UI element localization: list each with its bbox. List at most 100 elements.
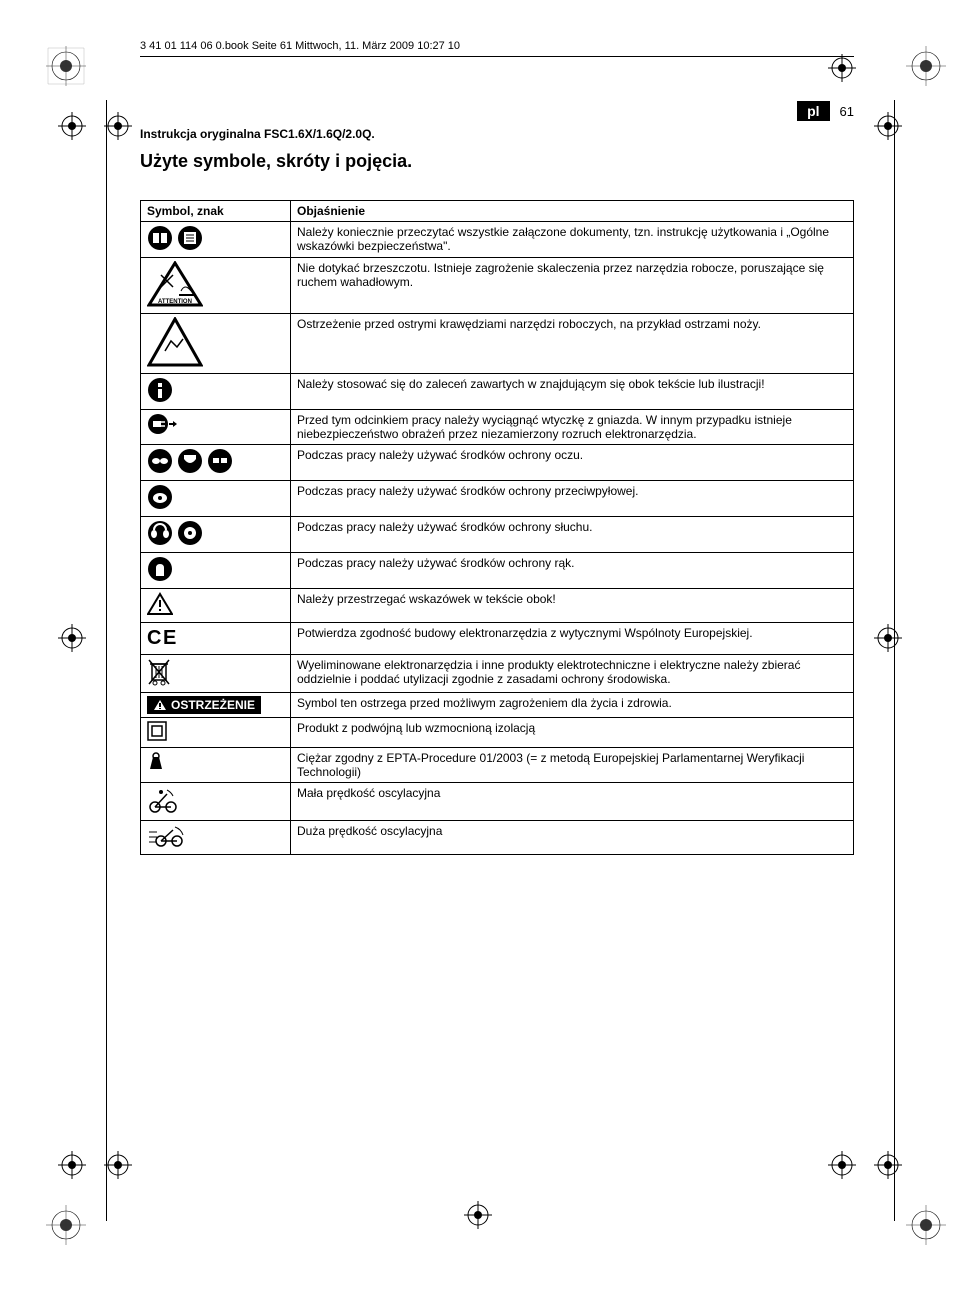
caution-triangle-icon bbox=[147, 592, 173, 616]
symbols-table: Symbol, znak Objaśnienie Należy konieczn… bbox=[140, 200, 854, 855]
registration-mark bbox=[104, 1151, 132, 1179]
table-row: Należy stosować się do zaleceń zawartych… bbox=[141, 374, 854, 410]
symbol-cell: ATTENTION bbox=[141, 258, 291, 314]
symbol-cell bbox=[141, 553, 291, 589]
instruction-icon bbox=[147, 377, 173, 403]
description-cell: Symbol ten ostrzega przed możliwym zagro… bbox=[291, 693, 854, 718]
symbol-cell bbox=[141, 314, 291, 374]
description-cell: Ostrzeżenie przed ostrymi krawędziami na… bbox=[291, 314, 854, 374]
table-row: Ostrzeżenie przed ostrymi krawędziami na… bbox=[141, 314, 854, 374]
col-symbol: Symbol, znak bbox=[141, 201, 291, 222]
page-title: Użyte symbole, skróty i pojęcia. bbox=[140, 151, 854, 172]
description-cell: Podczas pracy należy używać środków ochr… bbox=[291, 517, 854, 553]
description-cell: Duża prędkość oscylacyjna bbox=[291, 821, 854, 855]
symbol-cell bbox=[141, 410, 291, 445]
no-touch-blade-icon: ATTENTION bbox=[147, 261, 203, 307]
table-row: Wyeliminowane elektronarzędzia i inne pr… bbox=[141, 655, 854, 693]
symbol-cell: OSTRZEŻENIE bbox=[141, 693, 291, 718]
trim-line-right bbox=[894, 100, 895, 1221]
corner-decor-tr bbox=[906, 46, 946, 86]
page-header-row: pl 61 bbox=[140, 101, 854, 121]
registration-mark bbox=[58, 112, 86, 140]
description-cell: Podczas pracy należy używać środków ochr… bbox=[291, 481, 854, 517]
description-cell: Produkt z podwójną lub wzmocnioną izolac… bbox=[291, 718, 854, 748]
corner-decor-bl bbox=[46, 1205, 86, 1245]
trim-line-left bbox=[106, 100, 107, 1221]
weight-icon bbox=[147, 751, 165, 771]
table-row: Duża prędkość oscylacyjna bbox=[141, 821, 854, 855]
face-shield-icon bbox=[177, 448, 203, 474]
low-speed-icon bbox=[147, 786, 179, 814]
registration-mark bbox=[874, 1151, 902, 1179]
read-manual-icon bbox=[147, 225, 173, 251]
description-cell: Należy stosować się do zaleceń zawartych… bbox=[291, 374, 854, 410]
read-book-icon bbox=[177, 225, 203, 251]
ear-plugs-icon bbox=[177, 520, 203, 546]
description-cell: Podczas pracy należy używać środków ochr… bbox=[291, 553, 854, 589]
gloves-icon bbox=[147, 556, 173, 582]
table-row: Podczas pracy należy używać środków ochr… bbox=[141, 445, 854, 481]
col-description: Objaśnienie bbox=[291, 201, 854, 222]
double-insulation-icon bbox=[147, 721, 167, 741]
header-rule bbox=[140, 56, 854, 57]
page-content: 3 41 01 114 06 0.book Seite 61 Mittwoch,… bbox=[140, 40, 854, 1251]
description-cell: Nie dotykać brzeszczotu. Istnieje zagroż… bbox=[291, 258, 854, 314]
warning-banner-icon: OSTRZEŻENIE bbox=[147, 696, 261, 714]
svg-text:E: E bbox=[163, 627, 176, 648]
dust-mask-icon bbox=[147, 484, 173, 510]
symbol-cell bbox=[141, 517, 291, 553]
registration-mark bbox=[58, 624, 86, 652]
safety-glasses-icon bbox=[207, 448, 233, 474]
table-row: Ciężar zgodny z EPTA-Procedure 01/2003 (… bbox=[141, 748, 854, 783]
table-row: Mała prędkość oscylacyjna bbox=[141, 783, 854, 821]
description-cell: Mała prędkość oscylacyjna bbox=[291, 783, 854, 821]
symbol-cell bbox=[141, 718, 291, 748]
print-header: 3 41 01 114 06 0.book Seite 61 Mittwoch,… bbox=[140, 40, 854, 52]
description-cell: Należy koniecznie przeczytać wszystkie z… bbox=[291, 222, 854, 258]
symbol-cell bbox=[141, 374, 291, 410]
description-cell: Potwierdza zgodność budowy elektronarzęd… bbox=[291, 623, 854, 655]
goggles-icon bbox=[147, 448, 173, 474]
symbol-cell bbox=[141, 655, 291, 693]
weee-bin-icon bbox=[147, 658, 171, 686]
registration-mark bbox=[874, 624, 902, 652]
page-number: 61 bbox=[840, 104, 854, 119]
description-cell: Wyeliminowane elektronarzędzia i inne pr… bbox=[291, 655, 854, 693]
subtitle: Instrukcja oryginalna FSC1.6X/1.6Q/2.0Q. bbox=[140, 127, 854, 141]
symbol-cell bbox=[141, 783, 291, 821]
symbol-cell: CE bbox=[141, 623, 291, 655]
table-row: Należy przestrzegać wskazówek w tekście … bbox=[141, 589, 854, 623]
symbol-cell bbox=[141, 445, 291, 481]
symbol-cell bbox=[141, 589, 291, 623]
ear-muffs-icon bbox=[147, 520, 173, 546]
description-cell: Należy przestrzegać wskazówek w tekście … bbox=[291, 589, 854, 623]
table-row: OSTRZEŻENIE Symbol ten ostrzega przed moż… bbox=[141, 693, 854, 718]
registration-mark bbox=[874, 112, 902, 140]
corner-decor-br bbox=[906, 1205, 946, 1245]
sharp-edge-warning-icon bbox=[147, 317, 203, 367]
svg-text:C: C bbox=[147, 627, 161, 648]
table-row: Podczas pracy należy używać środków ochr… bbox=[141, 553, 854, 589]
corner-decor-tl bbox=[46, 46, 86, 86]
high-speed-icon bbox=[147, 824, 187, 848]
table-row: Podczas pracy należy używać środków ochr… bbox=[141, 481, 854, 517]
table-row: Produkt z podwójną lub wzmocnioną izolac… bbox=[141, 718, 854, 748]
symbol-cell bbox=[141, 481, 291, 517]
symbol-cell bbox=[141, 222, 291, 258]
description-cell: Ciężar zgodny z EPTA-Procedure 01/2003 (… bbox=[291, 748, 854, 783]
registration-mark bbox=[104, 112, 132, 140]
svg-text:ATTENTION: ATTENTION bbox=[158, 299, 192, 305]
table-header-row: Symbol, znak Objaśnienie bbox=[141, 201, 854, 222]
unplug-icon bbox=[147, 413, 177, 435]
symbol-cell bbox=[141, 748, 291, 783]
table-row: Należy koniecznie przeczytać wszystkie z… bbox=[141, 222, 854, 258]
table-row: Przed tym odcinkiem pracy należy wyciągn… bbox=[141, 410, 854, 445]
table-row: CE Potwierdza zgodność budowy elektronarz… bbox=[141, 623, 854, 655]
registration-mark bbox=[58, 1151, 86, 1179]
language-badge: pl bbox=[797, 101, 829, 121]
symbol-cell bbox=[141, 821, 291, 855]
table-row: ATTENTION Nie dotykać brzeszczotu. Istnie… bbox=[141, 258, 854, 314]
description-cell: Podczas pracy należy używać środków ochr… bbox=[291, 445, 854, 481]
table-row: Podczas pracy należy używać środków ochr… bbox=[141, 517, 854, 553]
ce-mark-icon: CE bbox=[147, 626, 179, 648]
